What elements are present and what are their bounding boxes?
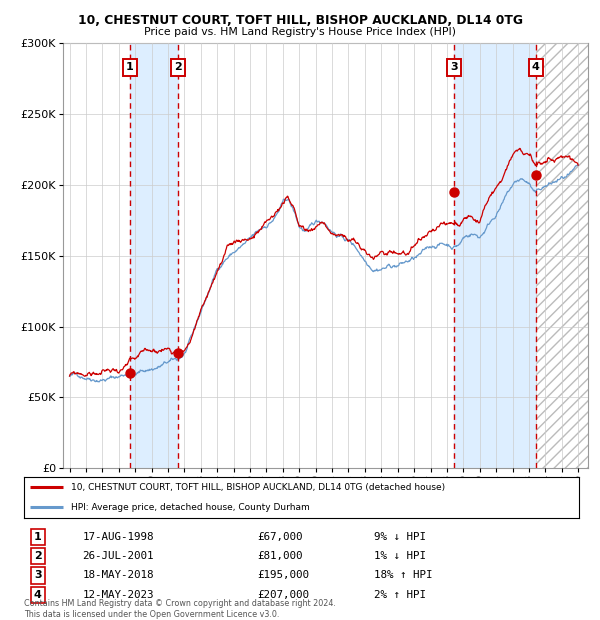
Text: Price paid vs. HM Land Registry's House Price Index (HPI): Price paid vs. HM Land Registry's House …	[144, 27, 456, 37]
Text: HPI: Average price, detached house, County Durham: HPI: Average price, detached house, Coun…	[71, 503, 310, 512]
Text: 10, CHESTNUT COURT, TOFT HILL, BISHOP AUCKLAND, DL14 0TG (detached house): 10, CHESTNUT COURT, TOFT HILL, BISHOP AU…	[71, 483, 445, 492]
Text: 2: 2	[34, 551, 42, 561]
Text: 10, CHESTNUT COURT, TOFT HILL, BISHOP AUCKLAND, DL14 0TG: 10, CHESTNUT COURT, TOFT HILL, BISHOP AU…	[77, 14, 523, 27]
Text: 1% ↓ HPI: 1% ↓ HPI	[374, 551, 425, 561]
Text: 26-JUL-2001: 26-JUL-2001	[82, 551, 154, 561]
Text: 3: 3	[34, 570, 41, 580]
Text: 4: 4	[34, 590, 42, 600]
Text: 12-MAY-2023: 12-MAY-2023	[82, 590, 154, 600]
Text: 1: 1	[34, 532, 42, 542]
Text: 9% ↓ HPI: 9% ↓ HPI	[374, 532, 425, 542]
Text: £81,000: £81,000	[257, 551, 302, 561]
Bar	[536, 43, 600, 468]
Bar	[130, 43, 178, 468]
Bar	[536, 43, 600, 468]
Text: Contains HM Land Registry data © Crown copyright and database right 2024.
This d: Contains HM Land Registry data © Crown c…	[24, 600, 336, 619]
Bar	[454, 43, 536, 468]
Text: £195,000: £195,000	[257, 570, 309, 580]
Text: 18-MAY-2018: 18-MAY-2018	[82, 570, 154, 580]
Text: 3: 3	[450, 63, 458, 73]
Text: 18% ↑ HPI: 18% ↑ HPI	[374, 570, 432, 580]
Text: 2: 2	[173, 63, 181, 73]
Text: 1: 1	[126, 63, 134, 73]
Text: £67,000: £67,000	[257, 532, 302, 542]
Text: 17-AUG-1998: 17-AUG-1998	[82, 532, 154, 542]
Text: £207,000: £207,000	[257, 590, 309, 600]
Text: 2% ↑ HPI: 2% ↑ HPI	[374, 590, 425, 600]
Text: 4: 4	[532, 63, 540, 73]
